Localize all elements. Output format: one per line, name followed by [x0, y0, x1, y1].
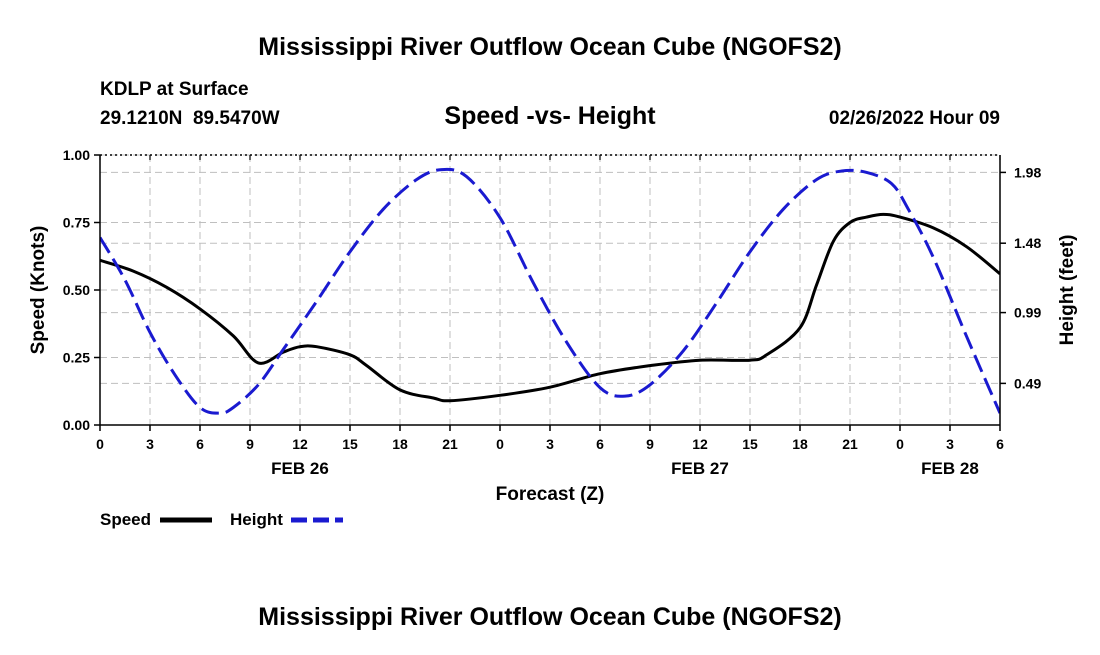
x-axis-label: Forecast (Z) [496, 484, 605, 505]
series-line-speed [100, 214, 1000, 400]
y-tick-label-right: 1.48 [1014, 235, 1041, 251]
x-tick-label: 18 [792, 436, 808, 452]
x-day-label: FEB 28 [921, 459, 979, 478]
legend-label-height: Height [230, 510, 283, 529]
x-day-label: FEB 26 [271, 459, 329, 478]
y-tick-label-left: 0.50 [63, 282, 90, 298]
station-name: KDLP at Surface [100, 79, 249, 100]
x-tick-label: 12 [292, 436, 308, 452]
y-axis-label-right: Height (feet) [1057, 235, 1078, 346]
x-tick-label: 6 [996, 436, 1004, 452]
x-tick-label: 3 [546, 436, 554, 452]
y-axis-label-left: Speed (Knots) [28, 226, 49, 355]
y-tick-label-right: 0.99 [1014, 305, 1041, 321]
chart-title: Speed -vs- Height [444, 102, 656, 130]
x-tick-label: 6 [596, 436, 604, 452]
page-title: Mississippi River Outflow Ocean Cube (NG… [258, 33, 841, 61]
y-tick-label-left: 0.25 [63, 350, 90, 366]
x-tick-label: 18 [392, 436, 408, 452]
x-tick-label: 3 [146, 436, 154, 452]
x-tick-label: 0 [96, 436, 104, 452]
footer-title: Mississippi River Outflow Ocean Cube (NG… [258, 603, 841, 631]
x-tick-label: 12 [692, 436, 708, 452]
x-tick-label: 9 [246, 436, 254, 452]
legend: Speed Height [100, 510, 343, 529]
y-tick-label-left: 1.00 [63, 147, 90, 163]
x-tick-label: 6 [196, 436, 204, 452]
y-tick-label-right: 1.98 [1014, 164, 1041, 180]
x-tick-label: 15 [742, 436, 758, 452]
y-tick-label-right: 0.49 [1014, 375, 1041, 391]
y-tick-label-left: 0.00 [63, 417, 90, 433]
chart-grid [100, 155, 1000, 425]
x-tick-label: 21 [442, 436, 458, 452]
x-tick-label: 21 [842, 436, 858, 452]
x-tick-label: 15 [342, 436, 358, 452]
x-tick-label: 0 [496, 436, 504, 452]
x-day-label: FEB 27 [671, 459, 729, 478]
legend-label-speed: Speed [100, 510, 151, 529]
station-coords: 29.1210N 89.5470W [100, 108, 280, 129]
x-tick-label: 3 [946, 436, 954, 452]
y-tick-label-left: 0.75 [63, 215, 90, 231]
x-tick-label: 9 [646, 436, 654, 452]
x-tick-label: 0 [896, 436, 904, 452]
forecast-datetime: 02/26/2022 Hour 09 [829, 108, 1000, 129]
